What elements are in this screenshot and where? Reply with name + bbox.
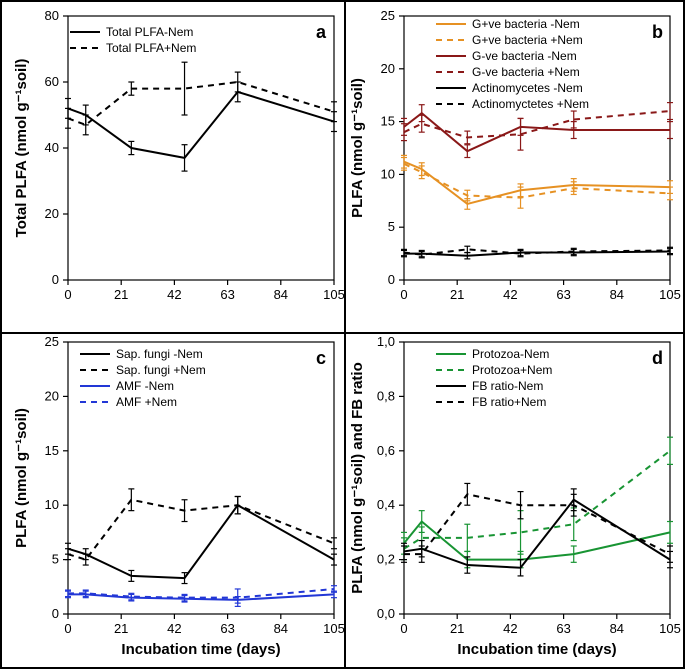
svg-text:105: 105 bbox=[323, 287, 345, 302]
legend-label: Actinomycetes -Nem bbox=[472, 81, 583, 95]
svg-text:0: 0 bbox=[52, 272, 59, 287]
svg-text:0: 0 bbox=[400, 287, 407, 302]
panel-b: 0 21 42 63 84 105 0 5 10 15 20 25 PLFA (nmol g⁻¹soil… bbox=[346, 8, 682, 332]
legend-label: Total PLFA+Nem bbox=[106, 41, 196, 55]
legend-label: Actinomyctetes +Nem bbox=[472, 97, 589, 111]
series-line bbox=[404, 164, 670, 198]
svg-text:15: 15 bbox=[381, 114, 395, 129]
series-line bbox=[404, 113, 670, 151]
series-line bbox=[68, 500, 334, 560]
svg-text:63: 63 bbox=[220, 287, 234, 302]
series-line bbox=[68, 505, 334, 578]
series-line bbox=[68, 82, 334, 125]
svg-text:84: 84 bbox=[610, 621, 624, 636]
y-axis-title: PLFA (nmol g⁻¹soil) and FB ratio bbox=[349, 362, 366, 594]
legend-label: AMF -Nem bbox=[116, 379, 174, 393]
svg-text:40: 40 bbox=[45, 140, 59, 155]
legend-label: Protozoa+Nem bbox=[472, 363, 552, 377]
legend-label: Protozoa-Nem bbox=[472, 347, 549, 361]
svg-text:0: 0 bbox=[388, 272, 395, 287]
svg-text:63: 63 bbox=[556, 621, 570, 636]
legend-label: G+ve bacteria +Nem bbox=[472, 33, 583, 47]
figure: 021426384105020406080Total PLFA (nmol g⁻… bbox=[0, 0, 685, 669]
svg-text:10: 10 bbox=[381, 166, 395, 181]
svg-text:5: 5 bbox=[52, 552, 59, 567]
svg-text:60: 60 bbox=[45, 74, 59, 89]
svg-text:84: 84 bbox=[274, 621, 288, 636]
panel-label: c bbox=[316, 348, 326, 368]
legend-label: FB ratio+Nem bbox=[472, 395, 546, 409]
svg-text:5: 5 bbox=[388, 219, 395, 234]
svg-text:0: 0 bbox=[64, 287, 71, 302]
svg-text:0,0: 0,0 bbox=[377, 606, 395, 621]
svg-text:80: 80 bbox=[45, 8, 59, 23]
svg-text:105: 105 bbox=[659, 287, 681, 302]
svg-text:42: 42 bbox=[503, 621, 517, 636]
svg-text:21: 21 bbox=[450, 287, 464, 302]
svg-text:42: 42 bbox=[167, 621, 181, 636]
y-axis-title: PLFA (nmol g⁻¹soil) bbox=[13, 408, 30, 548]
svg-text:20: 20 bbox=[381, 61, 395, 76]
legend-label: G-ve bacteria -Nem bbox=[472, 49, 577, 63]
svg-text:105: 105 bbox=[323, 621, 345, 636]
svg-text:42: 42 bbox=[167, 287, 181, 302]
svg-text:21: 21 bbox=[114, 287, 128, 302]
svg-text:0,6: 0,6 bbox=[377, 443, 395, 458]
svg-text:25: 25 bbox=[381, 8, 395, 23]
svg-text:0: 0 bbox=[64, 621, 71, 636]
series-line bbox=[404, 111, 670, 137]
svg-text:10: 10 bbox=[45, 497, 59, 512]
svg-text:21: 21 bbox=[114, 621, 128, 636]
panel-a: 0 21 42 63 84 105 0 20 40 60 80 Total PLFA (nmol g⁻… bbox=[10, 8, 346, 332]
x-axis-title: Incubation time (days) bbox=[457, 641, 616, 658]
legend-label: G-ve bacteria +Nem bbox=[472, 65, 580, 79]
legend-label: Sap. fungi +Nem bbox=[116, 363, 206, 377]
svg-text:15: 15 bbox=[45, 443, 59, 458]
y-axis-title: Total PLFA (nmol g⁻¹soil) bbox=[13, 59, 30, 238]
svg-text:0,4: 0,4 bbox=[377, 497, 395, 512]
panel-label: a bbox=[316, 22, 327, 42]
svg-text:63: 63 bbox=[556, 287, 570, 302]
svg-text:63: 63 bbox=[220, 621, 234, 636]
panel-c: 0 21 42 63 84 105 0 5 10 15 20 25 Incubation time (d… bbox=[10, 334, 346, 666]
panel-label: d bbox=[652, 348, 663, 368]
legend-label: Total PLFA-Nem bbox=[106, 25, 193, 39]
svg-text:20: 20 bbox=[45, 206, 59, 221]
legend-label: Sap. fungi -Nem bbox=[116, 347, 203, 361]
svg-text:20: 20 bbox=[45, 388, 59, 403]
svg-text:1,0: 1,0 bbox=[377, 334, 395, 349]
series-line bbox=[68, 92, 334, 158]
svg-text:25: 25 bbox=[45, 334, 59, 349]
legend-label: G+ve bacteria -Nem bbox=[472, 17, 580, 31]
legend-label: AMF +Nem bbox=[116, 395, 177, 409]
svg-text:84: 84 bbox=[274, 287, 288, 302]
svg-text:0,2: 0,2 bbox=[377, 552, 395, 567]
svg-text:21: 21 bbox=[450, 621, 464, 636]
x-axis-title: Incubation time (days) bbox=[121, 641, 280, 658]
svg-text:42: 42 bbox=[503, 287, 517, 302]
svg-text:0: 0 bbox=[400, 621, 407, 636]
panel-label: b bbox=[652, 22, 663, 42]
y-axis-title: PLFA (nmol g⁻¹soil) bbox=[349, 78, 366, 218]
panel-d: 0 21 42 63 84 105 0,0 0,2 0,4 0,6 0,8 1,0 Incubation… bbox=[346, 334, 682, 666]
series-line bbox=[404, 522, 670, 560]
legend-label: FB ratio-Nem bbox=[472, 379, 543, 393]
svg-text:0,8: 0,8 bbox=[377, 388, 395, 403]
svg-text:84: 84 bbox=[610, 287, 624, 302]
svg-text:105: 105 bbox=[659, 621, 681, 636]
svg-text:0: 0 bbox=[52, 606, 59, 621]
